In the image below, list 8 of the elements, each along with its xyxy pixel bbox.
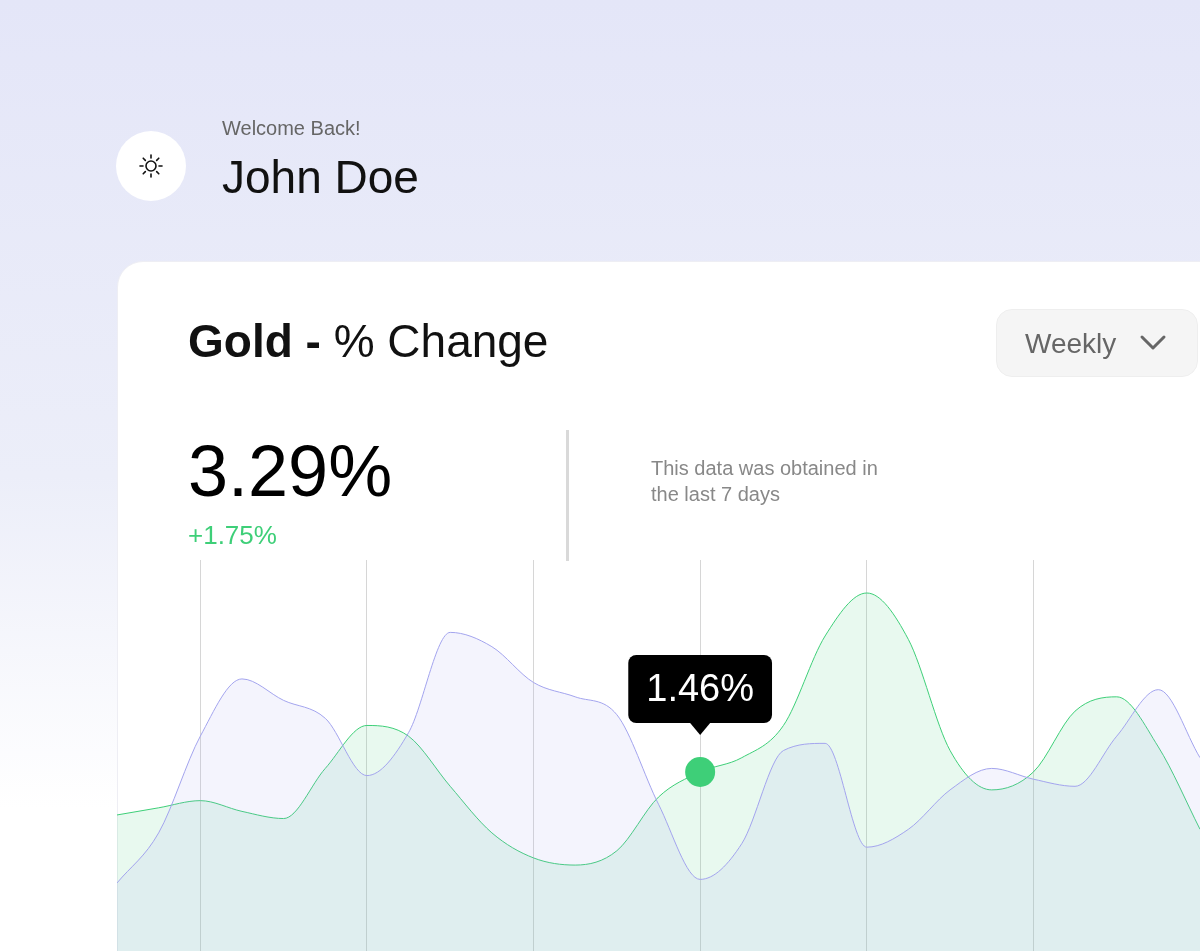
text: Welcome Back! — [222, 117, 361, 140]
text: 3.29% — [188, 430, 393, 512]
annotation: 1.46% — [646, 667, 755, 710]
dropdown-field: Weekly — [996, 309, 1198, 377]
text: This data was obtained in the last 7 days — [651, 456, 879, 507]
text: John Doe — [222, 150, 419, 204]
chart-title: Gold - % Change — [188, 314, 549, 368]
text: +1.75% — [188, 520, 277, 551]
